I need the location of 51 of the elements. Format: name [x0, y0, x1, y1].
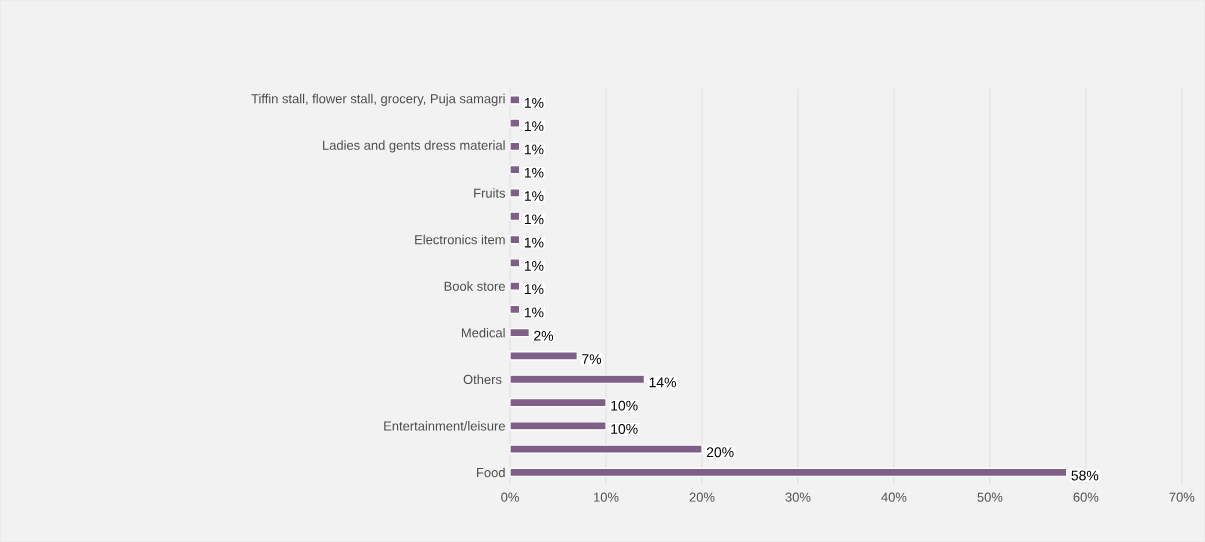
data-label: 10% — [611, 400, 638, 411]
data-label: 20% — [706, 447, 734, 458]
data-label: 7% — [582, 354, 602, 364]
x-tick-label: 60% — [1073, 492, 1099, 502]
data-label: 2% — [534, 330, 554, 341]
bar — [509, 95, 521, 105]
bar — [509, 141, 521, 151]
bar — [509, 327, 530, 338]
bar — [509, 188, 521, 198]
bar — [509, 234, 521, 245]
bar — [509, 258, 521, 268]
bar — [509, 444, 703, 454]
data-label: 1% — [524, 167, 544, 178]
y-tick-label: Fruits — [474, 188, 506, 198]
bar — [509, 304, 521, 314]
y-tick-label: Others — [463, 374, 502, 384]
data-label: 1% — [524, 237, 544, 248]
y-tick-label: Tiffin stall, flower stall, grocery, Puja samagri — [251, 93, 505, 106]
x-tick-label: 10% — [594, 492, 619, 502]
y-tick-label: Book store — [444, 281, 505, 291]
data-label: 1% — [524, 307, 544, 318]
y-tick-label: Electronics item — [415, 234, 505, 245]
data-label: 1% — [524, 191, 544, 201]
x-tick-label: 0% — [501, 492, 519, 502]
data-label: 1% — [524, 284, 544, 294]
data-label: 10% — [611, 423, 638, 434]
bar — [509, 421, 607, 431]
data-label: 1% — [524, 144, 544, 155]
bar — [509, 397, 607, 408]
bar — [509, 211, 521, 221]
y-tick-label: Food — [477, 467, 505, 478]
bar — [509, 118, 521, 128]
bar — [509, 281, 521, 291]
x-tick-label: 20% — [689, 492, 715, 502]
data-label: 14% — [649, 377, 676, 388]
x-tick-label: 40% — [881, 492, 907, 502]
x-tick-label: 30% — [785, 492, 811, 502]
x-tick-label: 70% — [1169, 492, 1195, 502]
y-tick-label: Entertainment/leisure — [384, 420, 505, 431]
bar — [509, 374, 645, 384]
bar — [509, 467, 1068, 477]
data-label: 58% — [1071, 470, 1099, 481]
data-label: 1% — [524, 97, 544, 108]
y-tick-label: Medical — [461, 327, 505, 338]
data-label: 1% — [524, 121, 544, 131]
x-tick-label: 50% — [977, 492, 1003, 502]
data-label: 1% — [524, 260, 544, 271]
bar — [509, 164, 521, 175]
y-tick-label: Ladies and gents dress material — [323, 140, 505, 153]
data-label: 1% — [524, 214, 544, 225]
bar — [509, 351, 578, 361]
